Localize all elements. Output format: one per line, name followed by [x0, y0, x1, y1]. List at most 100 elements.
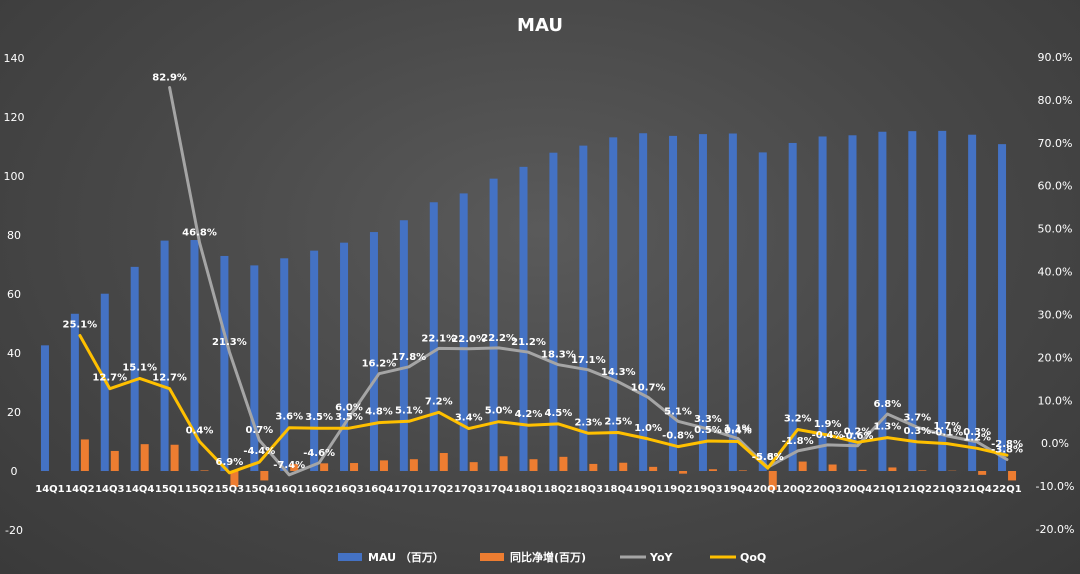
x-tick-label: 21Q1 — [873, 484, 902, 495]
net-add-bar — [230, 471, 239, 487]
mau-bar — [40, 345, 49, 471]
qoq-data-label: 4.2% — [515, 409, 543, 420]
yoy-data-label: 22.0% — [451, 334, 486, 345]
yoy-data-label: 3.3% — [694, 414, 722, 425]
x-tick-label: 18Q2 — [544, 484, 573, 495]
mau-bar — [340, 242, 349, 471]
net-add-bar — [978, 471, 987, 475]
yoy-data-label: 1.7% — [933, 421, 961, 432]
mau-bar — [130, 266, 139, 471]
left-tick-label: 80 — [7, 229, 21, 242]
bar-layer — [40, 130, 1017, 490]
qoq-data-label: -0.1% — [931, 428, 963, 439]
qoq-data-label: 3.6% — [275, 412, 303, 423]
mau-bar — [878, 131, 887, 471]
x-tick-label: 15Q2 — [185, 484, 214, 495]
mau-bar — [698, 134, 707, 472]
mau-bar — [728, 133, 737, 471]
qoq-data-label: 4.8% — [365, 407, 393, 418]
mau-bar — [429, 202, 438, 471]
mau-bar — [758, 152, 767, 471]
yoy-data-label: -3.8% — [991, 444, 1023, 455]
x-tick-label: 16Q1 — [275, 484, 304, 495]
right-tick-label: 70.0% — [1038, 137, 1073, 150]
yoy-data-label: 17.1% — [571, 355, 606, 366]
mau-bar — [220, 255, 229, 471]
qoq-data-label: -0.8% — [662, 431, 694, 442]
left-tick-label: -20 — [5, 524, 23, 537]
mau-bar — [609, 137, 618, 472]
net-add-bar — [708, 469, 717, 471]
x-tick-label: 16Q2 — [304, 484, 333, 495]
yoy-data-label: 82.9% — [152, 72, 187, 83]
yoy-data-label: 3.7% — [903, 412, 931, 423]
mau-bar — [280, 258, 289, 471]
left-tick-label: 20 — [7, 406, 21, 419]
qoq-data-label: 5.0% — [485, 406, 513, 417]
legend-net-add-label: 同比净增(百万) — [510, 550, 586, 564]
x-tick-label: 17Q4 — [484, 484, 513, 495]
mau-bar — [998, 144, 1007, 471]
right-tick-label: 0.0% — [1041, 437, 1069, 450]
qoq-data-label: 0.3% — [903, 426, 931, 437]
right-tick-label: 30.0% — [1038, 308, 1073, 321]
net-add-bar — [828, 464, 837, 471]
net-add-bar — [260, 471, 269, 481]
net-add-bar — [529, 459, 538, 471]
mau-bar — [369, 232, 378, 471]
x-tick-label: 21Q2 — [903, 484, 932, 495]
x-axis: 14Q1 14Q2 14Q3 14Q4 15Q1 15Q2 15Q3 15Q4 16Q1 16Q2… — [35, 484, 1022, 495]
x-tick-label: 19Q3 — [693, 484, 722, 495]
net-add-bar — [888, 467, 897, 471]
x-tick-label: 17Q3 — [454, 484, 483, 495]
qoq-data-label: 4.5% — [545, 408, 573, 419]
qoq-data-label: -4.4% — [243, 446, 275, 457]
x-tick-label: 19Q2 — [663, 484, 692, 495]
qoq-data-label: 25.1% — [63, 319, 98, 330]
qoq-data-label: 12.7% — [92, 373, 127, 384]
net-add-bar — [80, 439, 89, 471]
qoq-data-label: 12.7% — [152, 373, 187, 384]
chart-title: MAU — [517, 15, 563, 36]
x-tick-label: 16Q4 — [364, 484, 393, 495]
legend-mau-swatch — [338, 553, 362, 561]
yoy-data-label: -0.6% — [842, 431, 874, 442]
legend-mau-label: MAU （百万） — [368, 551, 444, 564]
net-add-bar — [858, 469, 867, 471]
right-tick-label: 10.0% — [1038, 394, 1073, 407]
left-tick-label: 140 — [4, 52, 25, 65]
yoy-data-label: 14.3% — [601, 367, 636, 378]
qoq-data-label: 0.4% — [724, 425, 752, 436]
yoy-data-label: 17.8% — [392, 352, 427, 363]
net-add-bar — [619, 462, 628, 471]
yoy-data-label: 46.8% — [182, 227, 217, 238]
mau-bar — [968, 134, 977, 471]
x-tick-label: 18Q1 — [514, 484, 543, 495]
mau-bar — [579, 145, 588, 472]
mau-bar — [549, 152, 558, 471]
x-tick-label: 15Q1 — [155, 484, 184, 495]
yoy-data-label: 18.3% — [541, 350, 576, 361]
yoy-data-label: -7.4% — [273, 460, 305, 471]
yoy-data-label: 0.7% — [245, 425, 273, 436]
net-add-bar — [768, 471, 777, 490]
x-tick-label: 17Q1 — [394, 484, 423, 495]
net-add-bar — [200, 470, 209, 471]
qoq-data-label: 1.0% — [634, 423, 662, 434]
mau-bar — [190, 240, 199, 471]
net-add-bar — [499, 456, 508, 471]
x-tick-label: 20Q4 — [843, 484, 872, 495]
mau-bar — [250, 265, 259, 471]
mau-bar — [399, 220, 408, 471]
x-tick-label: 16Q3 — [334, 484, 363, 495]
left-tick-label: 100 — [4, 170, 25, 183]
qoq-data-label: 2.3% — [574, 417, 602, 428]
net-add-bar — [350, 463, 359, 471]
qoq-data-label: 6.9% — [216, 457, 244, 468]
left-tick-label: 120 — [4, 111, 25, 124]
mau-bar — [818, 136, 827, 471]
yoy-data-label: -5.6% — [752, 452, 784, 463]
legend: MAU （百万） 同比净增(百万) YoY QoQ — [338, 550, 766, 564]
x-tick-label: 18Q3 — [574, 484, 603, 495]
